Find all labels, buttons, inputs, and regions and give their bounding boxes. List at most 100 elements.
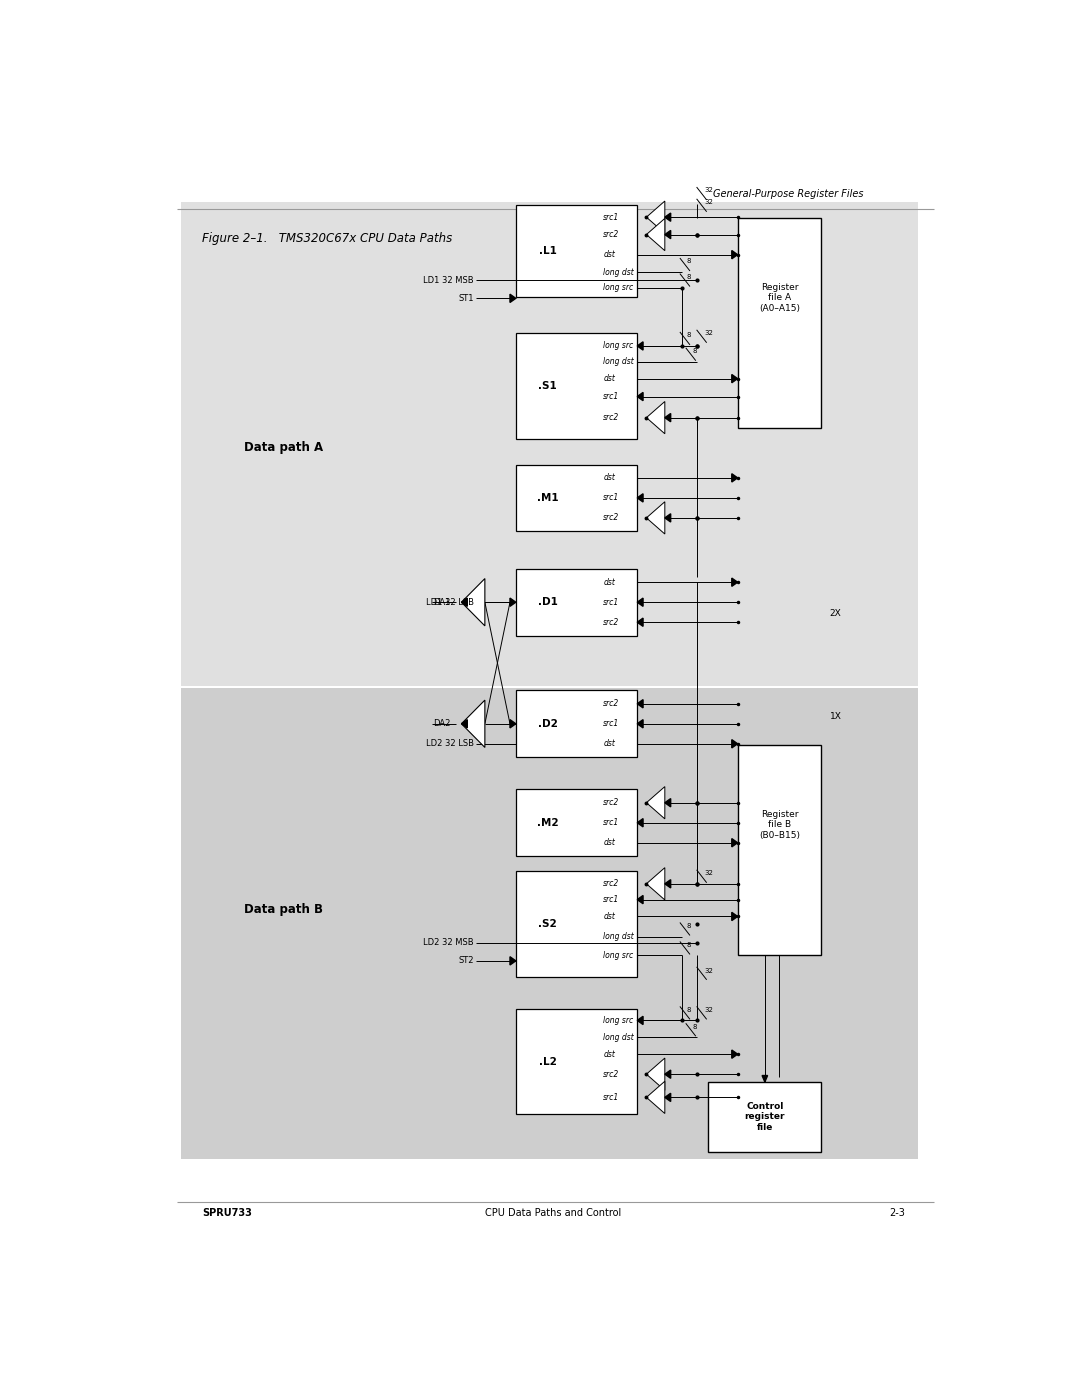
Polygon shape	[510, 598, 516, 606]
Text: 8: 8	[692, 348, 697, 353]
Text: dst: dst	[604, 1049, 616, 1059]
Bar	[516, 872, 637, 977]
Polygon shape	[665, 880, 671, 888]
Polygon shape	[732, 838, 738, 847]
Bar	[738, 218, 821, 427]
Text: long dst: long dst	[604, 932, 634, 942]
Polygon shape	[665, 799, 671, 807]
Polygon shape	[647, 1058, 665, 1090]
Text: src1: src1	[604, 598, 620, 606]
Text: LD1 32 MSB: LD1 32 MSB	[423, 275, 474, 285]
Text: src1: src1	[604, 895, 620, 904]
Text: 8: 8	[687, 258, 691, 264]
Polygon shape	[637, 393, 643, 401]
Text: src2: src2	[604, 879, 620, 888]
Polygon shape	[665, 1094, 671, 1101]
Text: src2: src2	[604, 1070, 620, 1078]
Text: dst: dst	[604, 250, 616, 260]
Text: ST1: ST1	[459, 293, 474, 303]
Text: long dst: long dst	[604, 358, 634, 366]
Text: src2: src2	[604, 513, 620, 522]
Polygon shape	[732, 474, 738, 482]
Polygon shape	[647, 1081, 665, 1113]
Text: .S2: .S2	[538, 919, 557, 929]
Polygon shape	[732, 250, 738, 258]
Polygon shape	[732, 578, 738, 587]
Text: 8: 8	[692, 1024, 697, 1030]
Text: 8: 8	[687, 274, 691, 279]
Text: 32: 32	[704, 1007, 713, 1013]
Text: LD2 32 LSB: LD2 32 LSB	[426, 739, 474, 749]
Text: .M2: .M2	[537, 817, 558, 828]
Text: src1: src1	[604, 1092, 620, 1102]
Polygon shape	[732, 374, 738, 383]
Text: 32: 32	[704, 198, 713, 205]
Text: long dst: long dst	[604, 1032, 634, 1042]
Polygon shape	[637, 342, 643, 351]
Polygon shape	[732, 912, 738, 921]
Text: long src: long src	[604, 1016, 634, 1025]
Polygon shape	[637, 700, 643, 708]
Bar	[738, 745, 821, 956]
Text: dst: dst	[604, 912, 616, 921]
Polygon shape	[647, 868, 665, 900]
Polygon shape	[510, 957, 516, 965]
Polygon shape	[647, 201, 665, 233]
Text: .L2: .L2	[539, 1056, 556, 1066]
Bar	[181, 689, 918, 1160]
Text: 1X: 1X	[829, 712, 841, 721]
Text: src1: src1	[604, 393, 620, 401]
Text: src2: src2	[604, 617, 620, 627]
Bar	[516, 334, 637, 439]
Text: 32: 32	[704, 968, 713, 974]
Text: long src: long src	[604, 284, 634, 292]
Text: 8: 8	[687, 942, 691, 947]
Text: ST2: ST2	[459, 957, 474, 965]
Polygon shape	[637, 719, 643, 728]
Text: src2: src2	[604, 700, 620, 708]
Text: 2-3: 2-3	[889, 1208, 905, 1218]
Text: .D2: .D2	[538, 719, 557, 729]
Bar	[516, 569, 637, 636]
Text: SPRU733: SPRU733	[202, 1208, 252, 1218]
Polygon shape	[665, 231, 671, 239]
Polygon shape	[637, 1016, 643, 1024]
Polygon shape	[461, 578, 485, 626]
Text: DA2: DA2	[433, 719, 450, 728]
Text: 32: 32	[704, 330, 713, 337]
Text: DA1: DA1	[433, 598, 450, 606]
Text: src1: src1	[604, 719, 620, 728]
Polygon shape	[637, 617, 643, 626]
Bar	[516, 465, 637, 531]
Text: long dst: long dst	[604, 268, 634, 277]
Polygon shape	[637, 493, 643, 502]
Bar	[708, 1083, 822, 1153]
Text: Data path B: Data path B	[244, 904, 323, 916]
Polygon shape	[762, 1076, 768, 1081]
Text: src1: src1	[604, 212, 620, 222]
Text: long src: long src	[604, 341, 634, 351]
Text: 8: 8	[687, 1007, 691, 1013]
Polygon shape	[461, 598, 468, 606]
Text: dst: dst	[604, 838, 616, 847]
Polygon shape	[637, 598, 643, 606]
Text: src2: src2	[604, 231, 620, 239]
Text: .M1: .M1	[537, 493, 558, 503]
Polygon shape	[510, 295, 516, 303]
Text: 32: 32	[704, 870, 713, 876]
Polygon shape	[510, 719, 516, 728]
Bar	[516, 789, 637, 856]
Text: Register
file A
(A0–A15): Register file A (A0–A15)	[759, 284, 800, 313]
Polygon shape	[665, 514, 671, 522]
Polygon shape	[665, 1070, 671, 1078]
Polygon shape	[461, 719, 468, 728]
Polygon shape	[461, 700, 485, 747]
Text: CPU Data Paths and Control: CPU Data Paths and Control	[485, 1208, 622, 1218]
Text: Register
file B
(B0–B15): Register file B (B0–B15)	[759, 810, 800, 840]
Polygon shape	[647, 502, 665, 534]
Text: 8: 8	[687, 332, 691, 338]
Bar	[516, 205, 637, 296]
Text: dst: dst	[604, 578, 616, 587]
Polygon shape	[637, 819, 643, 827]
Text: Data path A: Data path A	[244, 441, 323, 454]
